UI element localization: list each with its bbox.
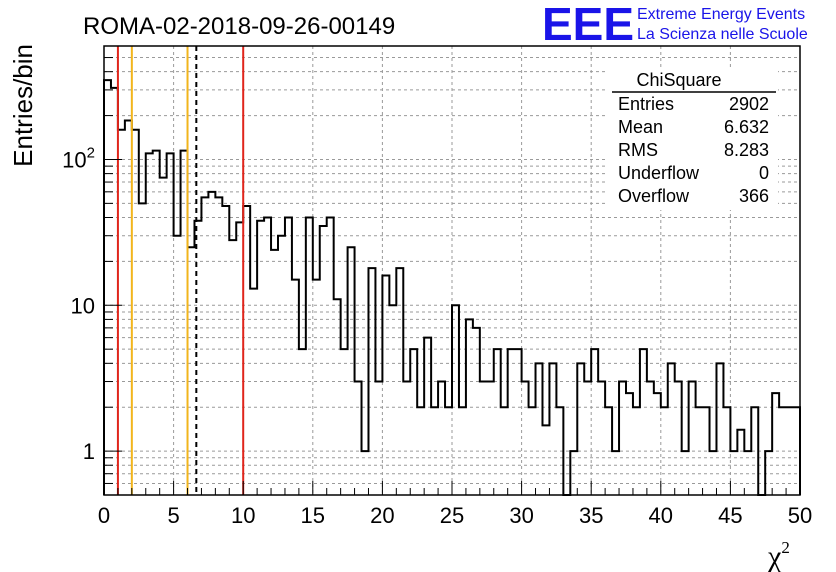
chart-title: ROMA-02-2018-09-26-00149	[83, 13, 395, 40]
x-tick-label: 10	[231, 503, 255, 528]
x-tick-label: 25	[440, 503, 464, 528]
stats-row-label: Overflow	[618, 186, 690, 206]
x-tick-label: 20	[370, 503, 394, 528]
eee-logo: EEE Extreme Energy Events La Scienza nel…	[542, 0, 808, 50]
y-tick-label: 1	[83, 439, 95, 464]
stats-box: ChiSquare Entries 2902 Mean 6.632 RMS 8.283 Un…	[608, 68, 778, 210]
logo-line-2: La Scienza nelle Scuole	[637, 26, 808, 43]
y-axis-label: Entries/bin	[8, 44, 38, 167]
x-axis-label: χ2	[767, 538, 790, 572]
stats-row-value: 6.632	[724, 117, 769, 137]
stats-row-label: RMS	[618, 140, 658, 160]
x-tick-label: 50	[788, 503, 812, 528]
y-tick-label: 10	[71, 293, 95, 318]
axes	[103, 45, 801, 496]
stats-row-value: 366	[739, 186, 769, 206]
stats-row-label: Underflow	[618, 163, 700, 183]
stats-title: ChiSquare	[636, 70, 721, 90]
y-tick-label-base: 10	[62, 147, 86, 172]
stats-row-value: 2902	[729, 94, 769, 114]
x-tick-label: 0	[98, 503, 110, 528]
logo-mark: EEE	[542, 0, 634, 50]
histogram-outline	[103, 79, 801, 496]
x-tick-label: 45	[718, 503, 742, 528]
x-tick-label: 30	[509, 503, 533, 528]
x-axis-label-base: χ	[767, 540, 782, 572]
y-tick-label-exponent: 2	[87, 144, 95, 161]
y-tick-label-base: 10	[71, 293, 95, 318]
reference-lines	[116, 46, 245, 495]
stats-row-label: Entries	[618, 94, 674, 114]
logo-line-1: Extreme Energy Events	[637, 6, 805, 23]
stats-row-value: 8.283	[724, 140, 769, 160]
x-tick-label: 5	[167, 503, 179, 528]
x-tick-label: 40	[649, 503, 673, 528]
histogram	[103, 79, 801, 496]
x-tick-label: 15	[301, 503, 325, 528]
stats-row-label: Mean	[618, 117, 663, 137]
stats-row-value: 0	[759, 163, 769, 183]
x-tick-label: 35	[579, 503, 603, 528]
x-axis-label-sup: 2	[781, 538, 790, 557]
y-tick-label: 102	[62, 144, 95, 172]
y-tick-label-base: 1	[83, 439, 95, 464]
